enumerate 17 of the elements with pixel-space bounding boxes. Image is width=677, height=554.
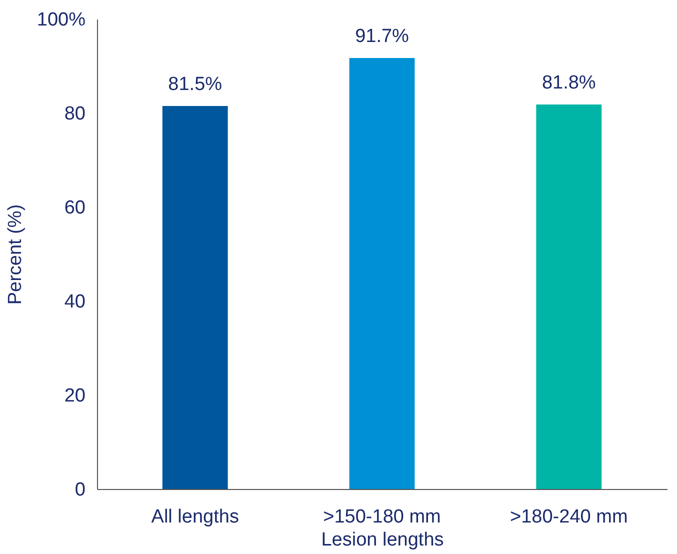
x-axis-title: Lesion lengths [321,530,444,550]
y-axis-title: Percent (%) [4,204,26,305]
x-tick-label: All lengths [151,506,239,528]
data-label: 91.7% [355,26,410,48]
bar [162,106,228,489]
bar [536,104,602,489]
x-tick-label: >150-180 mm [323,506,441,528]
x-tick-label: >180-240 mm [510,506,628,528]
y-tick-label: 40 [64,292,86,312]
y-tick-label: 0 [74,480,86,500]
bar [349,58,415,489]
data-label: 81.5% [168,74,222,95]
y-tick-label: 60 [64,198,86,218]
y-tick-label: 80 [64,104,86,124]
y-tick-label: 20 [64,386,86,406]
y-tick-label: 100% [36,10,86,30]
data-label: 81.8% [542,72,596,94]
